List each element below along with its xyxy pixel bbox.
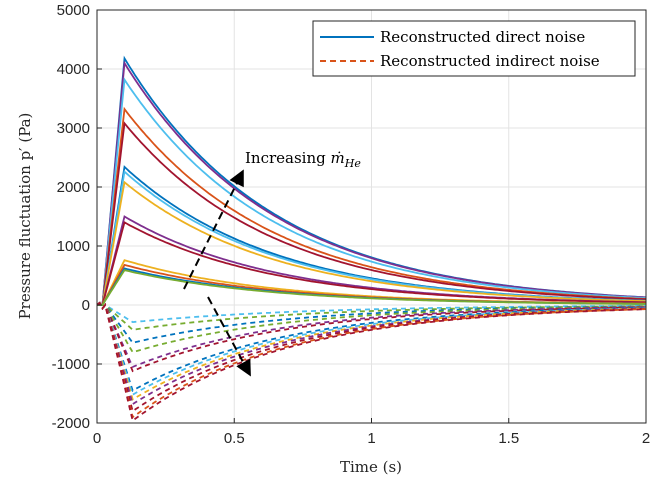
indirect-noise-line-2 bbox=[96, 301, 646, 331]
y-tick-label: 0 bbox=[82, 297, 90, 314]
legend: Reconstructed direct noise Reconstructed… bbox=[312, 20, 636, 77]
annotation-subscript: He bbox=[344, 157, 362, 170]
y-tick-label: -1000 bbox=[52, 356, 90, 373]
x-tick-label: 1 bbox=[367, 430, 375, 447]
arrow-down-indirect bbox=[207, 296, 251, 377]
arrow-up-direct bbox=[183, 169, 244, 290]
indirect-noise-line-7 bbox=[96, 301, 647, 392]
indirect-noise-line-3 bbox=[96, 301, 646, 344]
y-tick-label: 4000 bbox=[57, 61, 90, 78]
series-layer bbox=[96, 55, 647, 423]
ticks: 0 0.5 1 1.5 2 -2000 -1000 0 1000 2000 3000 4000 5000 bbox=[52, 2, 651, 447]
x-tick-label: 2 bbox=[642, 430, 650, 447]
indirect-noise-line-13 bbox=[96, 301, 647, 423]
y-tick-label: 2000 bbox=[57, 179, 90, 196]
indirect-noise-line-4 bbox=[96, 301, 646, 354]
indirect-noise-line-12 bbox=[96, 301, 647, 419]
x-tick-label: 0.5 bbox=[224, 430, 245, 447]
x-axis-label: Time (s) bbox=[340, 458, 402, 476]
y-tick-label: 5000 bbox=[57, 2, 90, 19]
y-tick-label: 3000 bbox=[57, 120, 90, 137]
direct-noise-line-14 bbox=[96, 269, 646, 306]
annotation-increasing-mdot: Increasing ṁHe bbox=[183, 149, 361, 377]
y-tick-label: 1000 bbox=[57, 238, 90, 255]
indirect-noise-line-6 bbox=[96, 301, 646, 373]
direct-noise-line-8 bbox=[96, 180, 647, 306]
y-axis-label: Pressure fluctuation p′ (Pa) bbox=[16, 113, 34, 320]
svg-text:Increasing ṁHe: Increasing ṁHe bbox=[245, 149, 361, 170]
annotation-arrows bbox=[183, 169, 251, 377]
legend-box bbox=[312, 20, 636, 77]
legend-label-indirect: Reconstructed indirect noise bbox=[380, 52, 600, 70]
annotation-symbol: ṁ bbox=[331, 149, 345, 167]
plot-area: 0 0.5 1 1.5 2 -2000 -1000 0 1000 2000 3000 4000 5000 bbox=[52, 2, 651, 447]
annotation-prefix: Increasing bbox=[245, 149, 331, 167]
indirect-noise-line-5 bbox=[96, 301, 646, 369]
direct-noise-line-5 bbox=[96, 121, 647, 307]
x-tick-label: 0 bbox=[93, 430, 101, 447]
direct-noise-line-10 bbox=[96, 221, 647, 306]
x-tick-label: 1.5 bbox=[498, 430, 519, 447]
direct-noise-line-2 bbox=[96, 60, 647, 307]
y-tick-label: -2000 bbox=[52, 415, 90, 432]
legend-label-direct: Reconstructed direct noise bbox=[380, 28, 585, 46]
indirect-noise-line-1 bbox=[96, 301, 646, 324]
direct-noise-line-3 bbox=[96, 76, 647, 307]
